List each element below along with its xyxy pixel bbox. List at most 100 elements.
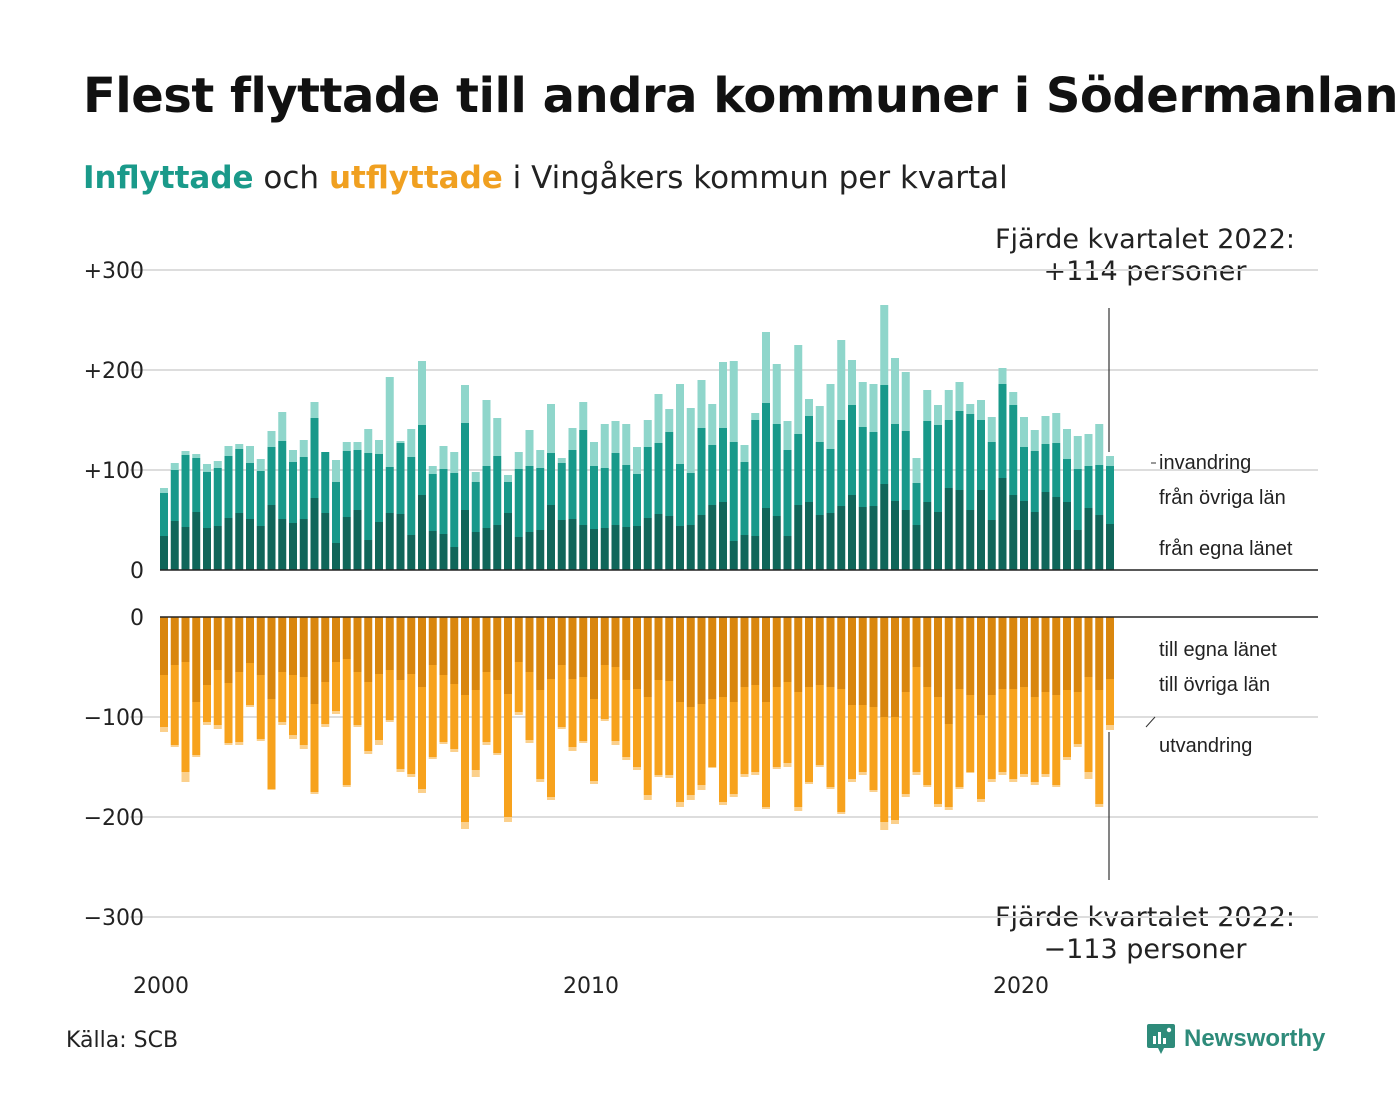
bar-in-other-county — [310, 418, 319, 498]
bar-in-own-county — [428, 531, 437, 570]
bar-out-other-county — [213, 670, 222, 725]
bar-in-immigration — [998, 368, 1007, 384]
bar-out-other-county — [762, 702, 770, 807]
bar-out-other-county — [396, 680, 405, 769]
bar-in-own-county — [1084, 508, 1093, 570]
bar-in-other-county — [977, 420, 985, 490]
bar-in-own-county — [977, 490, 985, 570]
bar-out-own-county — [1020, 617, 1028, 687]
bar-out-other-county — [622, 680, 631, 757]
bar-in-own-county — [1106, 524, 1114, 570]
bar-in-other-county — [708, 445, 717, 505]
bar-in-immigration — [439, 446, 448, 469]
bar-out-emigration — [901, 794, 910, 797]
bar-in-own-county — [783, 536, 792, 570]
bar-in-other-county — [654, 443, 663, 514]
bar-out-other-county — [568, 679, 577, 747]
bar-in-own-county — [364, 540, 373, 570]
bar-out-emigration — [805, 782, 813, 784]
bar-out-own-county — [579, 617, 588, 677]
series-label-top: från övriga län — [1159, 487, 1286, 509]
bar-in-other-county — [181, 455, 190, 527]
bar-out-emigration — [740, 774, 749, 777]
bar-in-immigration — [633, 447, 641, 474]
chart-title: Flest flyttade till andra kommuner i Söd… — [83, 68, 1400, 124]
bar-out-own-county — [342, 617, 351, 659]
bar-in-other-county — [536, 468, 545, 530]
bar-out-own-county — [471, 617, 480, 690]
bar-out-other-county — [729, 702, 738, 794]
bar-out-other-county — [418, 687, 426, 789]
bar-out-emigration — [418, 789, 426, 793]
bar-in-immigration — [1063, 429, 1071, 459]
bar-in-other-county — [1030, 451, 1039, 512]
bar-out-emigration — [794, 807, 803, 811]
bar-out-emigration — [719, 802, 727, 805]
bar-out-own-county — [353, 617, 362, 672]
bar-in-other-county — [1020, 447, 1028, 501]
bar-in-immigration — [203, 464, 211, 472]
bar-out-own-county — [708, 617, 717, 699]
bar-out-own-county — [536, 617, 545, 690]
bar-out-own-county — [267, 617, 276, 699]
bar-out-other-county — [837, 689, 846, 812]
bar-in-other-county — [600, 468, 609, 528]
bar-out-emigration — [837, 812, 846, 814]
bar-in-immigration — [160, 488, 168, 493]
bar-in-immigration — [643, 420, 652, 447]
bar-out-emigration — [579, 741, 588, 743]
bar-in-other-county — [568, 450, 577, 519]
bar-in-other-county — [923, 421, 932, 502]
bar-out-own-county — [977, 617, 985, 715]
bar-out-other-county — [1095, 690, 1104, 804]
bar-out-emigration — [1084, 772, 1093, 779]
bar-out-emigration — [654, 775, 663, 777]
bar-out-emigration — [203, 722, 211, 725]
bar-out-emigration — [1020, 774, 1028, 777]
bar-out-emigration — [697, 785, 706, 790]
bar-in-other-county — [1063, 459, 1071, 502]
bar-out-other-county — [471, 690, 480, 770]
bar-in-immigration — [471, 472, 480, 482]
bar-out-other-county — [450, 684, 459, 749]
bar-out-other-county — [557, 665, 566, 727]
bar-in-other-county — [934, 425, 942, 512]
bar-out-own-county — [504, 617, 512, 694]
bar-in-own-county — [665, 516, 674, 570]
bar-in-other-county — [364, 453, 373, 540]
bar-in-immigration — [1030, 430, 1039, 451]
bar-in-own-county — [1073, 530, 1082, 570]
bar-out-own-county — [600, 617, 609, 665]
bar-in-own-county — [310, 498, 319, 570]
bar-out-own-county — [987, 617, 996, 695]
bar-in-immigration — [450, 452, 459, 473]
xtick-label: 2000 — [133, 974, 189, 999]
bar-out-other-county — [794, 692, 803, 807]
bar-out-own-county — [160, 617, 168, 675]
bar-in-other-county — [998, 384, 1007, 478]
bar-in-own-county — [461, 510, 469, 570]
bar-in-own-county — [751, 536, 760, 570]
bar-in-other-county — [375, 454, 383, 522]
brand-logo: Newsworthy — [1146, 1022, 1325, 1056]
bar-in-other-county — [901, 431, 910, 510]
bar-out-emigration — [643, 795, 652, 800]
bar-in-own-county — [643, 518, 652, 570]
bar-out-own-county — [805, 617, 813, 687]
series-label-bottom: utvandring — [1159, 735, 1252, 757]
bar-in-immigration — [923, 390, 932, 421]
bar-out-other-county — [525, 672, 534, 740]
bar-in-other-county — [794, 434, 803, 505]
bar-in-own-county — [1063, 502, 1071, 570]
series-label-top: invandring — [1159, 452, 1251, 474]
series-label-top: från egna länet — [1159, 538, 1293, 560]
newsworthy-icon — [1147, 1024, 1175, 1054]
bar-out-other-county — [224, 683, 233, 743]
bar-out-other-county — [600, 665, 609, 719]
bar-out-other-county — [901, 692, 910, 794]
bar-in-own-county — [987, 520, 996, 570]
bar-out-emigration — [676, 802, 684, 807]
bar-out-other-county — [944, 724, 953, 807]
bar-in-other-county — [697, 428, 706, 515]
bar-in-immigration — [375, 440, 383, 454]
